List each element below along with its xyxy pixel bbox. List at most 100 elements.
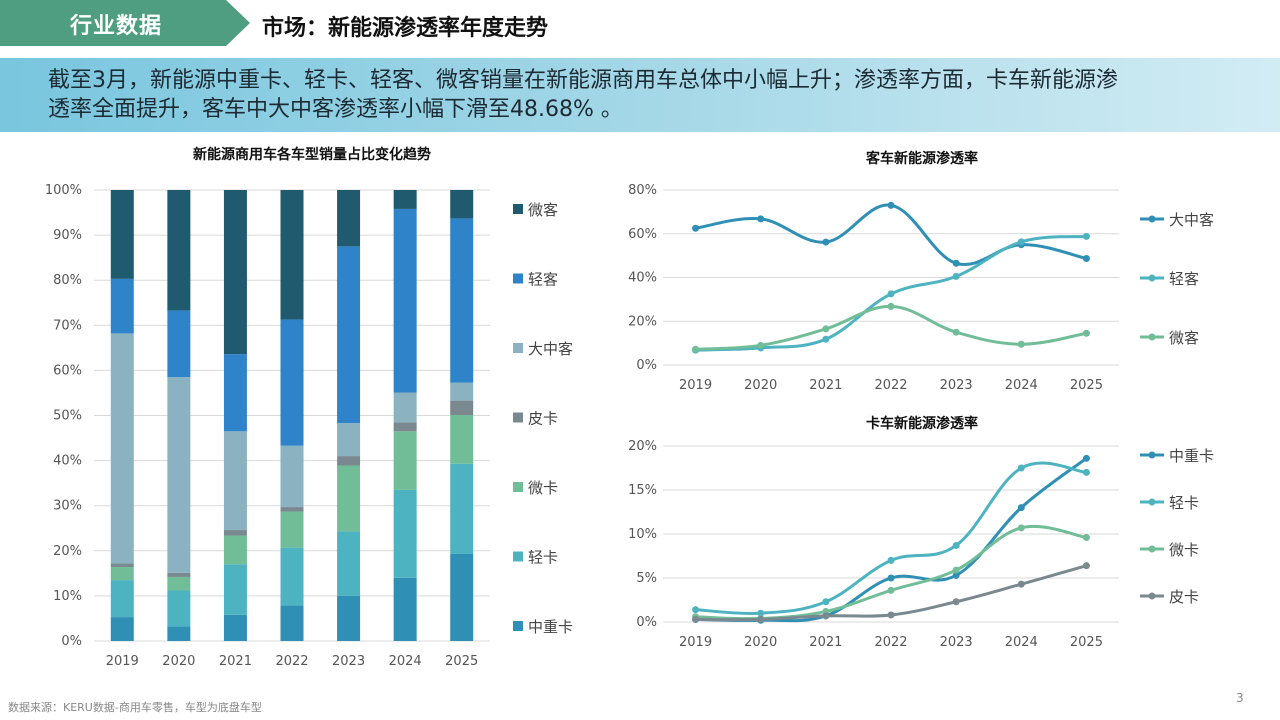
x-tick-label: 2019: [679, 635, 712, 650]
legend-swatch: [513, 482, 523, 492]
y-tick-label: 0%: [636, 615, 657, 630]
bar-segment: [337, 465, 361, 532]
bar-segment: [280, 507, 304, 512]
legend-label: 中重卡: [1169, 447, 1214, 465]
bar-segment: [337, 246, 361, 424]
chart-title: 新能源商用车各车型销量占比变化趋势: [193, 146, 431, 163]
bar-segment: [450, 400, 474, 416]
bar-segment: [110, 617, 134, 641]
data-point: [952, 571, 960, 579]
legend-label: 微卡: [528, 479, 558, 497]
bar-segment: [110, 190, 134, 279]
data-point: [692, 615, 700, 623]
data-point: [1082, 468, 1090, 476]
data-point: [887, 201, 895, 209]
bar-segment: [393, 392, 417, 423]
x-tick-label: 2023: [332, 654, 365, 669]
legend-marker: [1148, 498, 1156, 506]
bar-segment: [223, 564, 247, 615]
legend-label: 轻客: [1169, 270, 1199, 288]
bar-segment: [280, 445, 304, 508]
section-tag: 行业数据: [0, 0, 250, 46]
x-tick-label: 2023: [940, 378, 973, 393]
legend-label: 微客: [1169, 329, 1199, 347]
y-tick-label: 20%: [628, 314, 657, 329]
y-tick-label: 10%: [53, 589, 82, 604]
bar-segment: [450, 218, 474, 383]
data-point: [887, 290, 895, 298]
data-point: [1082, 329, 1090, 337]
bar-segment: [393, 489, 417, 578]
summary-banner: 截至3月，新能源中重卡、轻卡、轻客、微客销量在新能源商用车总体中小幅上升；渗透率…: [0, 58, 1280, 132]
bar-segment: [393, 577, 417, 641]
legend-label: 皮卡: [528, 410, 558, 428]
legend-swatch: [513, 551, 523, 562]
data-point: [1017, 340, 1025, 348]
bar-segment: [223, 614, 247, 641]
y-tick-label: 30%: [53, 499, 82, 514]
data-point: [1017, 238, 1025, 246]
x-tick-label: 2022: [874, 635, 907, 650]
y-tick-label: 60%: [628, 227, 657, 242]
chart-title: 客车新能源渗透率: [865, 150, 978, 167]
legend-swatch: [513, 273, 523, 284]
data-point: [1017, 580, 1025, 588]
data-point: [952, 598, 960, 606]
data-point: [952, 272, 960, 280]
legend-label: 皮卡: [1169, 588, 1199, 606]
series-line: [695, 203, 1087, 267]
legend-swatch: [513, 621, 523, 631]
data-point: [1082, 454, 1090, 462]
legend-marker: [1148, 274, 1156, 282]
bar-segment: [167, 572, 191, 577]
truck-penetration-chart-svg: 卡车新能源渗透率 0% 5% 10% 15% 20% 2019 2020 2021 2022 202…: [628, 415, 1214, 650]
data-source-note: 数据来源：KERU数据-商用车零售，车型为底盘车型: [8, 701, 262, 714]
bar-segment: [223, 431, 247, 531]
x-tick-label: 2021: [809, 378, 842, 393]
legend-label: 大中客: [1169, 211, 1214, 229]
series-line: [695, 304, 1087, 351]
bar-segment: [167, 190, 191, 311]
legend-label: 中重卡: [528, 618, 573, 636]
data-point: [822, 612, 830, 620]
legend-swatch: [513, 204, 523, 214]
data-point: [952, 259, 960, 267]
x-tick-label: 2022: [275, 654, 308, 669]
y-tick-label: 80%: [53, 273, 82, 288]
y-tick-label: 5%: [636, 571, 657, 586]
bar-segment: [223, 190, 247, 355]
x-tick-label: 2021: [809, 635, 842, 650]
data-point: [952, 328, 960, 336]
data-point: [822, 238, 830, 246]
bar-segment: [110, 567, 134, 581]
bar-segment: [393, 208, 417, 393]
bar-segment: [450, 190, 474, 219]
y-tick-label: 90%: [53, 228, 82, 243]
data-point: [822, 598, 830, 606]
legend-label: 轻卡: [1169, 494, 1199, 512]
x-tick-label: 2025: [445, 654, 478, 669]
x-tick-label: 2023: [940, 635, 973, 650]
stacked-bar-chart-svg: 新能源商用车各车型销量占比变化趋势 0% 10% 20% 30% 40% 50% 60% 70%…: [45, 146, 573, 669]
stacked-bar-chart: 新能源商用车各车型销量占比变化趋势 0% 10% 20% 30% 40% 50% 60% 70%…: [0, 138, 600, 678]
series-line: [695, 524, 1087, 621]
x-tick-label: 2025: [1070, 378, 1103, 393]
data-point: [952, 566, 960, 574]
legend-label: 微卡: [1169, 541, 1199, 559]
bar-segment: [110, 278, 134, 334]
bar-segment: [280, 547, 304, 606]
y-tick-label: 40%: [53, 454, 82, 469]
bus-penetration-chart-svg: 客车新能源渗透率 0% 20% 40% 60% 80% 2019 2020 2021 2022 20…: [628, 150, 1214, 393]
x-tick-label: 2019: [106, 654, 139, 669]
legend-label: 大中客: [528, 340, 573, 358]
bar-segment: [393, 431, 417, 490]
bar-segment: [280, 511, 304, 548]
y-tick-label: 20%: [628, 439, 657, 454]
y-tick-label: 10%: [628, 527, 657, 542]
y-tick-label: 40%: [628, 271, 657, 286]
legend-label: 微客: [528, 201, 558, 219]
data-point: [887, 574, 895, 582]
bar-segment: [167, 377, 191, 573]
bar-segment: [167, 590, 191, 627]
bar-segment: [223, 530, 247, 536]
